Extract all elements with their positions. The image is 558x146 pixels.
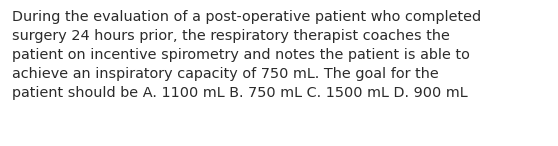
Text: During the evaluation of a post-operative patient who completed
surgery 24 hours: During the evaluation of a post-operativ…	[12, 10, 482, 100]
